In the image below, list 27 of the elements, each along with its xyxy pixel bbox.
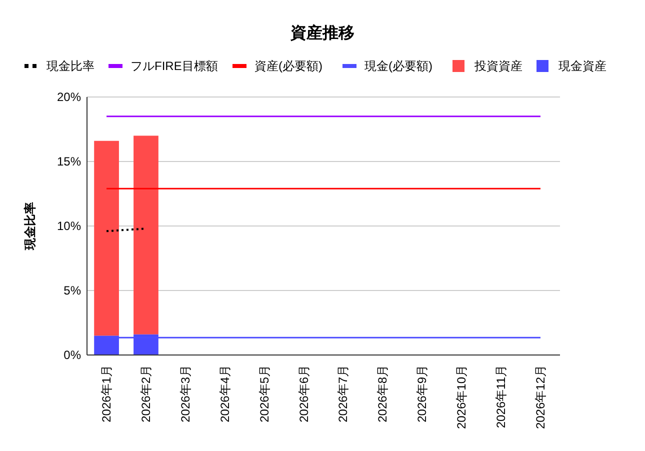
x-tick-label: 2026年9月 bbox=[415, 365, 430, 422]
y-tick-label: 10% bbox=[56, 219, 82, 233]
x-tick-label: 2026年3月 bbox=[178, 365, 192, 422]
legend-label: 現金比率 bbox=[46, 59, 94, 73]
legend-label: 現金(必要額) bbox=[364, 59, 432, 73]
y-tick-label: 5% bbox=[64, 284, 82, 298]
x-tick-label: 2026年7月 bbox=[336, 365, 350, 422]
y-tick-label: 15% bbox=[56, 154, 82, 168]
legend-label: 資産(必要額) bbox=[254, 59, 322, 73]
x-tick-label: 2026年11月 bbox=[494, 365, 508, 428]
chart-title: 資産推移 bbox=[290, 23, 354, 42]
x-tick-label: 2026年1月 bbox=[100, 365, 114, 422]
legend-label: フルFIRE目標額 bbox=[130, 59, 218, 73]
bar bbox=[94, 140, 119, 336]
y-axis-title: 現金比率 bbox=[23, 202, 37, 251]
x-tick-label: 2026年4月 bbox=[218, 365, 232, 422]
x-tick-label: 2026年10月 bbox=[454, 365, 469, 430]
x-tick-label: 2026年6月 bbox=[296, 365, 311, 422]
bar bbox=[134, 136, 158, 334]
x-tick-label: 2026年2月 bbox=[138, 365, 153, 422]
y-tick-label: 0% bbox=[64, 348, 82, 362]
legend-label: 現金資産 bbox=[558, 59, 606, 73]
y-tick-label: 20% bbox=[56, 90, 82, 104]
x-tick-label: 2026年5月 bbox=[257, 365, 272, 422]
x-tick-label: 2026年8月 bbox=[376, 365, 390, 422]
x-tick-label: 2026年12月 bbox=[533, 365, 548, 430]
legend-label: 投資資産 bbox=[474, 59, 522, 73]
